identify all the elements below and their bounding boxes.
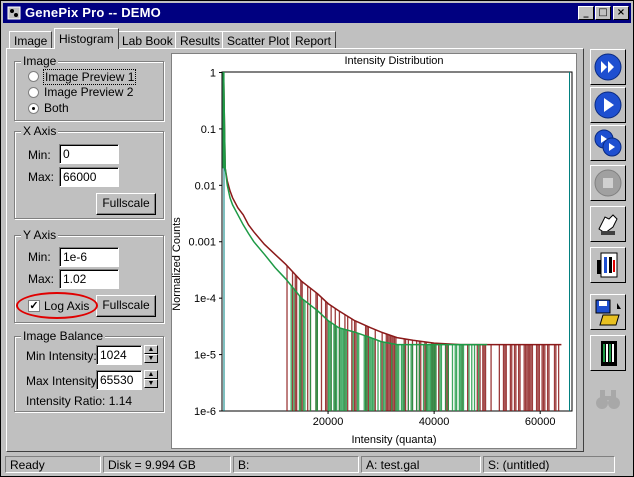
title-bar[interactable]: GenePix Pro -- DEMO _ □ × (3, 3, 631, 23)
y-fullscale-button[interactable]: Fullscale (96, 295, 156, 317)
y-axis-group: Y Axis (14, 228, 164, 323)
y-axis-label: Normalized Counts (172, 217, 183, 311)
y-tick-label: 1e-5 (194, 350, 216, 362)
binoculars-icon (596, 390, 620, 409)
min-intensity-label: Min Intensity: (26, 349, 97, 363)
x-max-label: Max: (28, 170, 55, 184)
y-tick-label: 1e-6 (194, 406, 216, 418)
y-min-input[interactable]: 1e-6 (59, 247, 119, 267)
status-a: A: test.gal (361, 456, 481, 473)
both-radio[interactable] (28, 103, 39, 114)
image-preview-2-radio[interactable] (28, 87, 39, 98)
log-axis-highlight-ring (16, 292, 98, 319)
y-tick-label: 0.01 (195, 180, 216, 192)
tab-scatter-plot[interactable]: Scatter Plot (222, 31, 295, 48)
tab-image[interactable]: Image (9, 31, 53, 48)
max-intensity-label: Max Intensity: (26, 374, 101, 388)
x-fullscale-button[interactable]: Fullscale (96, 193, 156, 215)
image-preview-1-radio[interactable] (28, 71, 39, 82)
y-tick-label: 1e-4 (194, 293, 216, 305)
x-max-input[interactable]: 66000 (59, 167, 119, 187)
both-label[interactable]: Both (44, 101, 69, 115)
min-intensity-input[interactable]: 1024 (96, 345, 142, 365)
x-min-label: Min: (28, 148, 51, 162)
x-min-input[interactable]: 0 (59, 144, 119, 164)
image-group-label: Image (21, 54, 59, 68)
play-icon (594, 91, 622, 119)
find-button[interactable] (590, 381, 626, 417)
max-intensity-input[interactable]: 65530 (96, 370, 142, 390)
x-tick-label: 40000 (419, 416, 450, 428)
x-tick-label: 60000 (525, 416, 556, 428)
image-balance-group-label: Image Balance (21, 329, 106, 343)
analysis-icon (597, 252, 618, 278)
status-ready: Ready (5, 456, 101, 473)
y-tick-label: 0.1 (201, 124, 216, 136)
barcode-icon (601, 341, 617, 366)
window-title: GenePix Pro -- DEMO (25, 5, 161, 20)
status-disk: Disk = 9.994 GB (103, 456, 231, 473)
y-max-input[interactable]: 1.02 (59, 269, 119, 289)
x-tick-label: 20000 (313, 416, 344, 428)
hand-tool-icon (598, 214, 618, 235)
status-s: S: (untitled) (483, 456, 615, 473)
analysis-button[interactable] (590, 247, 626, 283)
y-max-label: Max: (28, 272, 55, 286)
histogram-panel (6, 48, 584, 452)
min-intensity-spinner[interactable]: ▲ ▼ (144, 345, 158, 365)
tab-histogram[interactable]: Histogram (54, 28, 119, 49)
y-tick-label: 0.001 (188, 237, 216, 249)
preview-scan-button[interactable] (590, 87, 626, 123)
save-open-icon (595, 299, 621, 326)
stop-button[interactable] (590, 165, 626, 201)
fast-scan-icon (594, 53, 622, 81)
tab-lab-book[interactable]: Lab Book (117, 31, 178, 48)
series-line-1 (222, 72, 562, 346)
tab-results[interactable]: Results (175, 31, 226, 48)
save-open-button[interactable] (590, 294, 626, 330)
step-scan-icon (594, 129, 622, 157)
maximize-button[interactable]: □ (595, 6, 611, 20)
chart-title: Intensity Distribution (344, 55, 443, 67)
image-group: Image (14, 54, 164, 121)
x-axis-group: X Axis (14, 124, 164, 219)
series-line-2 (222, 72, 488, 346)
image-preview-2-label[interactable]: Image Preview 2 (44, 85, 134, 99)
max-intensity-spinner[interactable]: ▲ ▼ (144, 370, 158, 390)
histogram-chart[interactable]: Intensity Distribution Intensity (quanta… (171, 53, 577, 449)
batch-button[interactable] (590, 335, 626, 371)
histogram-svg: Intensity Distribution Intensity (quanta… (172, 55, 573, 446)
image-balance-group: Image Balance (14, 329, 164, 412)
y-axis-group-label: Y Axis (21, 228, 59, 242)
minimize-button[interactable]: _ (578, 6, 594, 20)
x-axis-group-label: X Axis (21, 124, 59, 138)
y-min-label: Min: (28, 250, 51, 264)
intensity-ratio-text: Intensity Ratio: 1.14 (26, 394, 133, 408)
status-bar: Ready Disk = 9.994 GB B: A: test.gal S: … (3, 456, 631, 474)
data-scan-button[interactable] (590, 125, 626, 161)
image-preview-1-label[interactable]: Image Preview 1 (43, 69, 137, 85)
hand-tool-button[interactable] (590, 206, 626, 242)
status-b: B: (233, 456, 359, 473)
y-tick-label: 1 (210, 67, 216, 79)
stop-icon (594, 169, 622, 197)
fast-scan-button[interactable] (590, 49, 626, 85)
close-button[interactable]: × (613, 6, 629, 20)
tab-report[interactable]: Report (290, 31, 337, 48)
x-axis-label: Intensity (quanta) (352, 434, 437, 446)
genepix-app-icon (7, 6, 21, 20)
